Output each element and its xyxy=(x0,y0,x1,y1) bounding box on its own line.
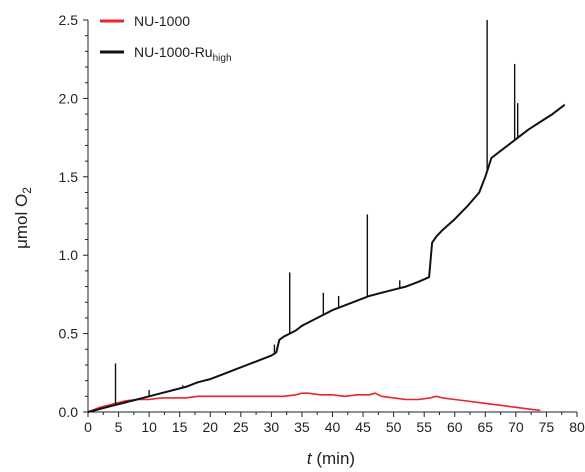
x-axis-title-italic: t xyxy=(307,449,313,468)
x-tick-label: 80 xyxy=(569,419,585,435)
series-line-nu1000-ru xyxy=(87,103,566,413)
x-tick-label: 40 xyxy=(325,419,341,435)
legend-label-nu1000-ru-main: NU-1000-Ru xyxy=(134,44,213,60)
series-layer xyxy=(87,20,566,413)
x-tick-label: 70 xyxy=(508,419,524,435)
axes xyxy=(87,20,577,413)
x-tick-label: 20 xyxy=(202,419,218,435)
x-tick-label: 0 xyxy=(84,419,92,435)
x-tick-label: 30 xyxy=(264,419,280,435)
x-tick-label: 5 xyxy=(115,419,123,435)
x-tick-label: 25 xyxy=(233,419,249,435)
x-tick-label: 15 xyxy=(172,419,188,435)
legend: NU-1000 NU-1000-Ruhigh xyxy=(100,13,232,64)
x-tick-label: 35 xyxy=(294,419,310,435)
x-tick-label: 55 xyxy=(416,419,432,435)
x-axis-title: t (min) xyxy=(307,449,355,468)
x-tick-label: 45 xyxy=(355,419,371,435)
series-line-nu1000 xyxy=(87,392,541,413)
x-tick-label: 65 xyxy=(478,419,494,435)
y-tick-label: 0.5 xyxy=(59,326,79,342)
axis-ticks xyxy=(83,19,578,417)
x-tick-label: 60 xyxy=(447,419,463,435)
y-axis-title-sub: 2 xyxy=(20,187,34,194)
y-axis-title-main: μmol O xyxy=(12,194,31,249)
y-tick-label: 1.5 xyxy=(59,169,79,185)
x-tick-label: 10 xyxy=(141,419,157,435)
legend-label-nu1000: NU-1000 xyxy=(134,13,190,29)
x-axis-title-rest: (min) xyxy=(312,449,355,468)
y-axis-title: μmol O2 xyxy=(12,187,34,249)
x-tick-label: 75 xyxy=(539,419,555,435)
y-tick-label: 2.0 xyxy=(59,90,79,106)
y-tick-label: 1.0 xyxy=(59,247,79,263)
y-tick-label: 0.0 xyxy=(59,404,79,420)
tick-labels: 0 5 10 15 20 25 30 35 40 45 50 55 60 65 70 75 80 0.0 0.5 1.… xyxy=(59,12,585,435)
legend-label-nu1000-ru-sub: high xyxy=(213,53,232,64)
legend-label-nu1000-ru: NU-1000-Ruhigh xyxy=(134,44,232,64)
y-tick-label: 2.5 xyxy=(59,12,79,28)
x-tick-label: 50 xyxy=(386,419,402,435)
